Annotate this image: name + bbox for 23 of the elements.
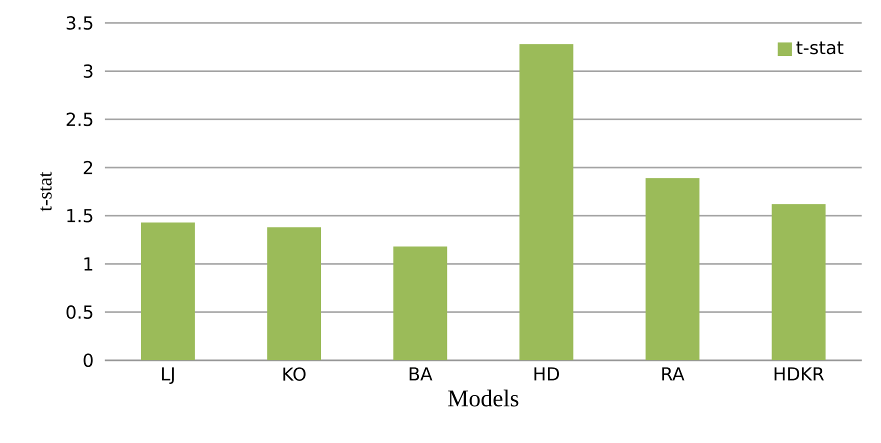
- y-tick-label: 3: [84, 64, 92, 78]
- bar: [393, 246, 448, 360]
- x-axis-title: Models: [448, 390, 518, 406]
- x-tick-label: RA: [662, 367, 684, 380]
- y-tick-label: 3.5: [66, 16, 92, 30]
- x-tick-label: HD: [534, 367, 559, 380]
- bar: [267, 227, 322, 360]
- y-tick-label: 0: [84, 353, 93, 368]
- y-tick-label: 2.5: [66, 112, 92, 126]
- bar: [772, 204, 826, 360]
- y-axis-title: t-stat: [40, 172, 52, 212]
- y-tick-label: 1.5: [67, 209, 92, 222]
- legend-label: t-stat: [796, 41, 844, 54]
- bar: [141, 222, 195, 360]
- x-tick-label: HDKR: [774, 367, 824, 380]
- x-tick-label: LJ: [162, 367, 174, 384]
- bar: [519, 44, 574, 360]
- x-tick-label: BA: [410, 367, 432, 380]
- bar: [646, 178, 700, 360]
- y-tick-label: 1: [84, 257, 92, 270]
- x-tick-label: KO: [283, 367, 306, 381]
- y-tick-label: 2: [84, 160, 92, 174]
- y-tick-label: 0.5: [66, 305, 92, 319]
